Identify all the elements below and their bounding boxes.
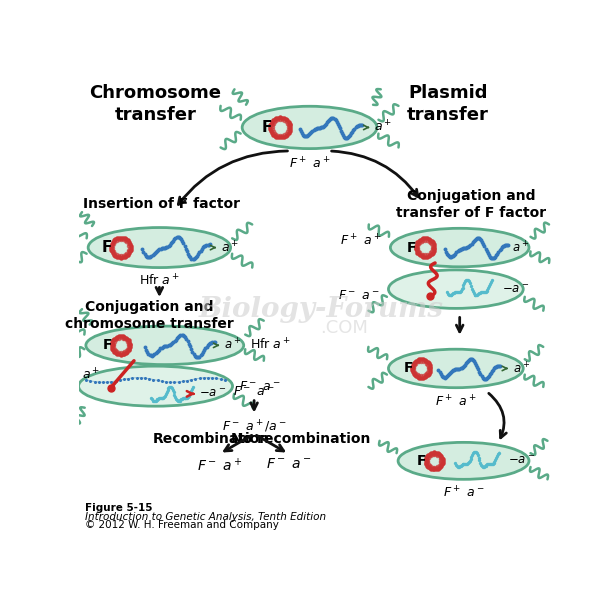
Text: $F^-\ a^-$: $F^-\ a^-$ xyxy=(239,380,280,392)
Text: $a^+$: $a^+$ xyxy=(224,338,241,353)
Text: Recombination: Recombination xyxy=(153,433,270,446)
Ellipse shape xyxy=(391,229,529,267)
Text: Plasmid
transfer: Plasmid transfer xyxy=(407,83,489,124)
Text: Hfr $a^+$: Hfr $a^+$ xyxy=(139,274,180,289)
Text: $F^+\ a^-$: $F^+\ a^-$ xyxy=(443,485,484,501)
Text: $a^+$: $a^+$ xyxy=(513,361,530,376)
Text: $F^-\ a^-$: $F^-\ a^-$ xyxy=(265,457,312,471)
Ellipse shape xyxy=(242,106,377,149)
Text: $-a^-$: $-a^-$ xyxy=(508,454,535,467)
Text: $-a^-$: $-a^-$ xyxy=(502,283,529,296)
Text: Hfr $a^+$: Hfr $a^+$ xyxy=(250,338,291,353)
Text: F: F xyxy=(102,338,111,352)
Text: Introduction to Genetic Analysis, Tenth Edition: Introduction to Genetic Analysis, Tenth … xyxy=(85,512,326,521)
Ellipse shape xyxy=(398,442,529,479)
Text: Conjugation and
chromosome transfer: Conjugation and chromosome transfer xyxy=(65,300,233,331)
Text: .COM: .COM xyxy=(320,319,368,337)
Text: $F^-\ a^-$: $F^-\ a^-$ xyxy=(338,289,380,302)
Text: F: F xyxy=(102,240,112,255)
Text: $F^+\ a^+$: $F^+\ a^+$ xyxy=(435,394,477,409)
Text: $F^-\ a^-$: $F^-\ a^-$ xyxy=(233,385,275,398)
Text: $F^+\ a^+$: $F^+\ a^+$ xyxy=(289,157,330,172)
Text: $F^+\ a^+$: $F^+\ a^+$ xyxy=(341,234,382,249)
Text: Conjugation and
transfer of F factor: Conjugation and transfer of F factor xyxy=(396,189,546,220)
Text: Biology-Forums: Biology-Forums xyxy=(198,296,444,323)
Ellipse shape xyxy=(88,227,230,268)
Text: F: F xyxy=(407,241,416,254)
Ellipse shape xyxy=(389,349,523,388)
Text: Chromosome
transfer: Chromosome transfer xyxy=(89,83,222,124)
Text: F: F xyxy=(403,361,413,376)
Ellipse shape xyxy=(79,366,233,406)
Text: $F^-\ a^+$: $F^-\ a^+$ xyxy=(197,457,242,474)
Text: $F^-\ a^+/a^-$: $F^-\ a^+/a^-$ xyxy=(222,419,286,435)
Ellipse shape xyxy=(389,270,523,308)
Text: $a^+$: $a^+$ xyxy=(375,120,392,135)
Text: $a^+$: $a^+$ xyxy=(221,240,239,255)
Text: $-a^-$: $-a^-$ xyxy=(200,388,227,400)
Text: $a^+$: $a^+$ xyxy=(83,368,100,383)
Text: Insertion of F factor: Insertion of F factor xyxy=(83,197,240,211)
Text: © 2012 W. H. Freeman and Company: © 2012 W. H. Freeman and Company xyxy=(85,520,278,530)
Text: F: F xyxy=(262,120,272,135)
Text: No recombination: No recombination xyxy=(230,433,370,446)
Text: Figure 5-15: Figure 5-15 xyxy=(85,503,152,513)
Text: F: F xyxy=(416,454,426,468)
Text: $a^+$: $a^+$ xyxy=(512,240,529,255)
Ellipse shape xyxy=(86,326,244,365)
